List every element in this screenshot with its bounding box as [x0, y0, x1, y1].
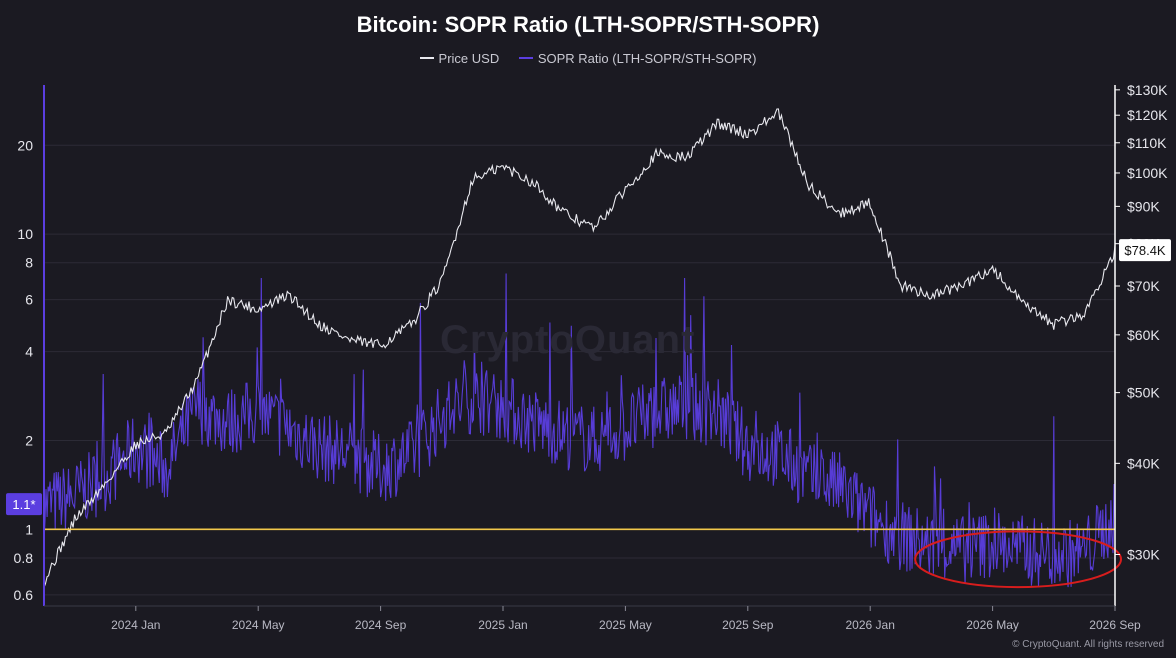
sopr-line — [43, 273, 1116, 588]
right-tick-label: $100K — [1127, 165, 1168, 181]
chart-title: Bitcoin: SOPR Ratio (LTH-SOPR/STH-SOPR) — [356, 12, 820, 37]
x-tick-label: 2026 Jan — [846, 618, 895, 632]
legend-item-sopr[interactable]: SOPR Ratio (LTH-SOPR/STH-SOPR) — [518, 51, 757, 66]
right-tick-label: $50K — [1127, 385, 1160, 401]
left-current-badge-label: 1.1* — [12, 497, 35, 512]
x-tick-label: 2025 Jan — [478, 618, 527, 632]
sopr-series — [43, 273, 1116, 588]
legend-item-price[interactable]: Price USD — [419, 51, 500, 66]
legend-label-price: Price USD — [438, 51, 500, 66]
legend: Price USD SOPR Ratio (LTH-SOPR/STH-SOPR) — [0, 51, 1176, 66]
left-tick-label: 4 — [25, 344, 33, 360]
axes: 0.60.8124681020$30K$40K$50K$60K$70K$80K$… — [6, 82, 1171, 632]
left-tick-label: 0.6 — [14, 587, 34, 603]
x-tick-label: 2026 May — [966, 618, 1019, 632]
price-series — [43, 108, 1116, 588]
watermark: CryptoQuant — [440, 318, 696, 362]
x-tick-label: 2024 May — [232, 618, 285, 632]
right-tick-label: $60K — [1127, 327, 1160, 343]
ellipse-annotation — [914, 530, 1122, 589]
copyright-text: © CryptoQuant. All rights reserved — [1012, 639, 1164, 650]
left-tick-label: 20 — [17, 137, 33, 153]
left-tick-label: 1 — [25, 521, 33, 537]
annotation-ellipse — [914, 530, 1122, 589]
right-tick-label: $130K — [1127, 82, 1168, 98]
x-tick-label: 2026 Sep — [1089, 618, 1141, 632]
right-tick-label: $30K — [1127, 547, 1160, 563]
left-tick-label: 10 — [17, 226, 33, 242]
right-current-badge-label: $78.4K — [1124, 243, 1166, 258]
right-tick-label: $110K — [1127, 135, 1167, 151]
legend-label-sopr: SOPR Ratio (LTH-SOPR/STH-SOPR) — [537, 51, 757, 66]
x-tick-label: 2024 Jan — [111, 618, 160, 632]
x-tick-label: 2024 Sep — [355, 618, 407, 632]
right-tick-label: $40K — [1127, 455, 1160, 471]
left-tick-label: 2 — [25, 432, 33, 448]
price-line — [43, 108, 1116, 588]
left-tick-label: 0.8 — [14, 550, 34, 566]
left-tick-label: 8 — [25, 255, 33, 271]
right-tick-label: $120K — [1127, 107, 1168, 123]
x-tick-label: 2025 Sep — [722, 618, 774, 632]
legend-swatch-sopr — [518, 56, 533, 59]
legend-swatch-price — [419, 56, 434, 59]
left-current-badge — [6, 493, 42, 516]
x-tick-label: 2025 May — [599, 618, 652, 632]
right-tick-label: $70K — [1127, 278, 1160, 294]
left-tick-label: 6 — [25, 292, 33, 308]
right-tick-label: $90K — [1127, 198, 1160, 214]
right-current-badge — [1119, 239, 1171, 262]
